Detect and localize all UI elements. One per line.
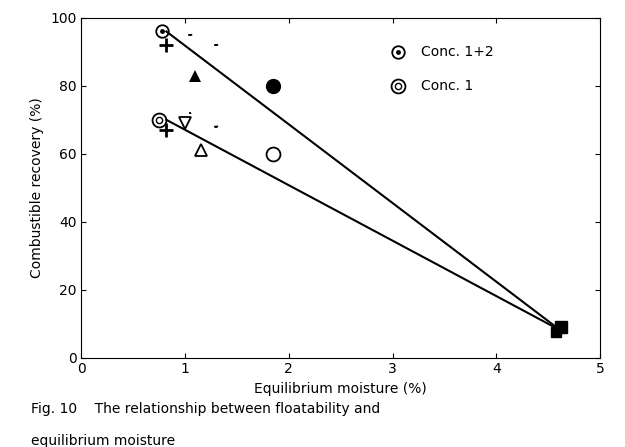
- Text: equilibrium moisture: equilibrium moisture: [31, 434, 176, 447]
- Text: Conc. 1+2: Conc. 1+2: [421, 45, 493, 59]
- Text: Fig. 10    The relationship between floatability and: Fig. 10 The relationship between floatab…: [31, 402, 381, 416]
- X-axis label: Equilibrium moisture (%): Equilibrium moisture (%): [254, 382, 427, 396]
- Text: Conc. 1: Conc. 1: [421, 79, 472, 93]
- Y-axis label: Combustible recovery (%): Combustible recovery (%): [31, 97, 44, 278]
